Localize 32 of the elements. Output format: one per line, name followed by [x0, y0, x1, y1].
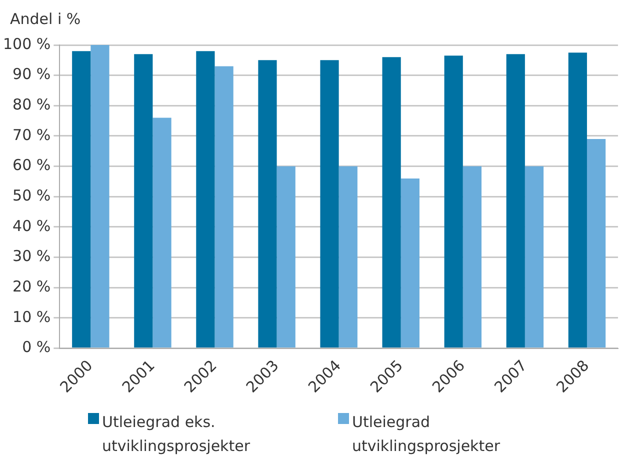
y-tick-label: 80 %	[12, 96, 51, 114]
y-tick-label: 90 %	[12, 65, 51, 84]
bar	[276, 166, 296, 348]
legend-label: Utleiegrad utviklingsprosjekter	[352, 412, 502, 457]
bar	[134, 54, 153, 348]
bar	[214, 66, 234, 348]
bar	[462, 166, 482, 348]
y-tick-label: 0 %	[22, 338, 51, 356]
y-tick-label: 50 %	[12, 186, 51, 205]
legend-label: Utleiegrad eks. utviklingsprosjekter	[102, 412, 252, 457]
bar	[72, 51, 91, 348]
bar	[196, 51, 215, 348]
bar	[506, 54, 525, 348]
bar	[382, 57, 401, 348]
y-tick-label: 60 %	[12, 156, 51, 174]
y-tick-label: 70 %	[12, 126, 51, 144]
bar	[444, 56, 463, 348]
bar	[338, 166, 358, 348]
bar	[152, 118, 172, 348]
bar	[586, 139, 606, 348]
y-tick-label: 40 %	[12, 216, 51, 235]
y-tick-label: 10 %	[12, 308, 51, 326]
bar	[320, 60, 339, 348]
bar	[258, 60, 277, 348]
y-tick-label: 20 %	[12, 278, 51, 296]
bar	[400, 178, 420, 348]
bar	[90, 45, 110, 348]
y-tick-label: 100 %	[2, 34, 51, 53]
bar	[568, 52, 587, 348]
bar	[524, 166, 544, 348]
y-tick-label: 30 %	[12, 247, 51, 266]
y-axis-title: Andel i %	[10, 10, 81, 28]
